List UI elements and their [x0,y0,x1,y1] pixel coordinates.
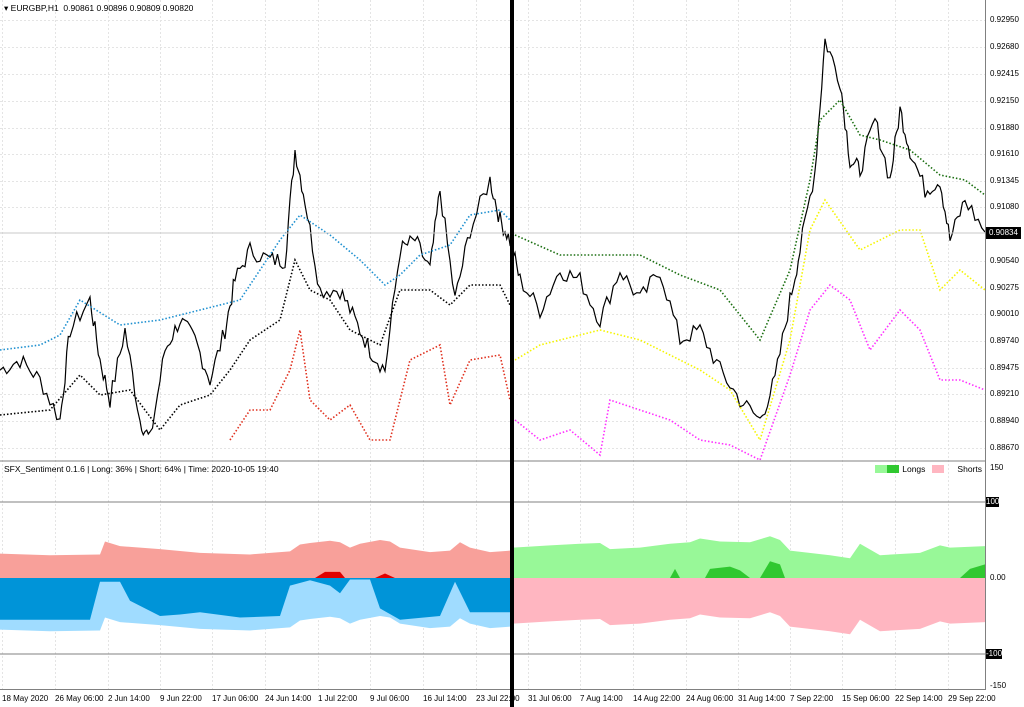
long-area-left [0,540,510,578]
price-tick: 0.88670 [990,443,1019,452]
indicator-level: 0.00 [990,573,1006,582]
symbol-label: EURGBP,H1 [10,3,59,13]
price-tick: 0.92415 [990,69,1019,78]
legend-longs: Longs [902,464,926,474]
ohlc-values: 0.90861 0.90896 0.90809 0.90820 [63,3,194,13]
price-series [0,38,986,462]
indicator-level: 150 [990,463,1004,472]
series-magenta-dotted [514,283,986,462]
price-tick: 0.91345 [990,176,1019,185]
indicator-title: SFX_Sentiment 0.1.6 | Long: 36% | Short:… [4,464,279,474]
current-price-tag: 0.90834 [986,227,1021,239]
indicator-legend: Longs Shorts [875,464,982,474]
price-tick: 0.90010 [990,309,1019,318]
triangle-down-icon[interactable]: ▾ [4,3,9,13]
time-tick: 16 Jul 14:00 [423,694,467,703]
long-dark-area-right [670,561,985,578]
time-tick: 31 Aug 14:00 [738,694,786,703]
price-tick: 0.91880 [990,123,1019,132]
price-tick: 0.90275 [990,283,1019,292]
series-blue-dotted [0,209,511,351]
price-tick: 0.89475 [990,363,1019,372]
price-tick: 0.90540 [990,256,1019,265]
price-tick: 0.88940 [990,416,1019,425]
price-tick: 0.89740 [990,336,1019,345]
shorts-swatch [932,465,945,473]
series-price [0,38,986,437]
time-tick: 31 Jul 06:00 [528,694,572,703]
short-dark-area-left [0,578,510,620]
time-tick: 18 May 2020 [2,694,49,703]
long-area-right [513,536,985,578]
time-tick: 2 Jun 14:00 [108,694,150,703]
time-tick: 24 Aug 06:00 [686,694,734,703]
legend-shorts: Shorts [957,464,982,474]
price-tick: 0.91610 [990,149,1019,158]
time-tick: 14 Aug 22:00 [633,694,681,703]
price-tick: 0.92150 [990,96,1019,105]
series-red-dotted [229,329,511,441]
series-black-dotted [0,257,511,432]
price-tick: 0.92680 [990,42,1019,51]
time-tick: 9 Jul 06:00 [370,694,410,703]
series-green-dotted [514,98,986,342]
time-tick: 23 Jul 22:00 [476,694,520,703]
price-tick: 0.91080 [990,202,1019,211]
indicator-level: 100 [986,497,1000,507]
chart-title: ▾ EURGBP,H1 0.90861 0.90896 0.90809 0.90… [4,3,193,14]
short-area-right [513,578,985,635]
time-tick: 26 May 06:00 [55,694,104,703]
long-dark-area-left [315,571,395,578]
price-tick: 0.92950 [990,15,1019,24]
series-yellow-dotted [514,198,986,442]
time-tick: 7 Sep 22:00 [790,694,834,703]
sentiment-histogram [0,536,985,635]
price-tick: 0.89210 [990,389,1019,398]
time-tick: 24 Jun 14:00 [265,694,312,703]
time-tick: 7 Aug 14:00 [580,694,623,703]
longs-swatch-light [875,465,888,473]
longs-swatch-dark [887,465,900,473]
time-tick: 22 Sep 14:00 [895,694,943,703]
time-tick: 15 Sep 06:00 [842,694,890,703]
time-tick: 9 Jun 22:00 [160,694,202,703]
time-tick: 1 Jul 22:00 [318,694,358,703]
indicator-level: -100 [986,649,1003,659]
time-tick: 17 Jun 06:00 [212,694,259,703]
time-tick: 29 Sep 22:00 [948,694,996,703]
indicator-level: -150 [990,681,1007,690]
